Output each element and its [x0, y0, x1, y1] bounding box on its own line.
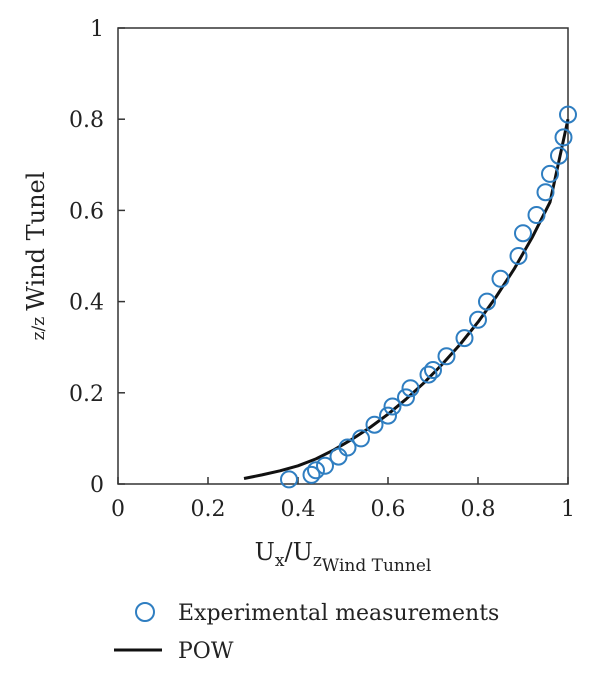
x-axis-ticks: 0 0.2 0.4 0.6 0.8 1	[111, 477, 575, 522]
data-point	[316, 456, 334, 475]
y-tick-label: 0.2	[69, 382, 104, 407]
x-axis-label: Ux/UzWind Tunnel	[255, 538, 432, 576]
legend-label-pow: POW	[178, 639, 234, 664]
experimental-series	[280, 105, 577, 489]
data-point	[307, 461, 325, 480]
data-point	[379, 406, 397, 425]
data-point	[338, 438, 357, 457]
y-tick-label: 0	[90, 473, 104, 498]
data-point	[365, 415, 384, 434]
pow-line	[243, 118, 570, 480]
data-point	[383, 397, 402, 416]
data-point	[397, 388, 415, 407]
data-point	[455, 329, 474, 348]
data-point	[401, 379, 420, 398]
plot-frame	[117, 27, 569, 485]
data-point	[554, 128, 573, 147]
pow-series	[243, 118, 570, 480]
data-point	[469, 310, 487, 329]
data-point	[437, 347, 456, 366]
x-tick-label: 0.2	[191, 497, 226, 522]
data-point	[541, 164, 559, 183]
data-point	[478, 292, 496, 311]
legend: Experimental measurements POW	[114, 601, 499, 664]
data-point	[302, 465, 321, 484]
data-point	[559, 105, 577, 124]
data-point	[536, 183, 555, 202]
y-tick-label: 1	[90, 17, 104, 42]
data-point	[514, 224, 532, 243]
data-point	[329, 447, 348, 466]
y-tick-label: 0.8	[69, 108, 104, 133]
y-tick-label: 0.4	[69, 291, 104, 316]
x-tick-label: 0	[111, 497, 125, 522]
y-tick-label: 0.6	[69, 199, 104, 224]
data-point	[424, 361, 442, 379]
x-tick-label: 0.4	[281, 497, 316, 522]
data-point	[352, 429, 370, 448]
data-point	[419, 365, 438, 384]
data-point	[550, 146, 568, 165]
data-point	[509, 247, 528, 265]
legend-marker-experimental	[135, 602, 155, 622]
y-axis-label: z/zWind Tunel	[22, 172, 50, 341]
legend-label-experimental: Experimental measurements	[178, 601, 499, 626]
x-tick-label: 1	[561, 497, 575, 522]
x-tick-label: 0.6	[371, 497, 406, 522]
y-axis-ticks: 0 0.2 0.4 0.6 0.8 1	[69, 17, 125, 498]
x-tick-label: 0.8	[461, 497, 496, 522]
data-point	[280, 470, 298, 489]
data-point	[527, 206, 546, 224]
data-point	[491, 269, 510, 288]
